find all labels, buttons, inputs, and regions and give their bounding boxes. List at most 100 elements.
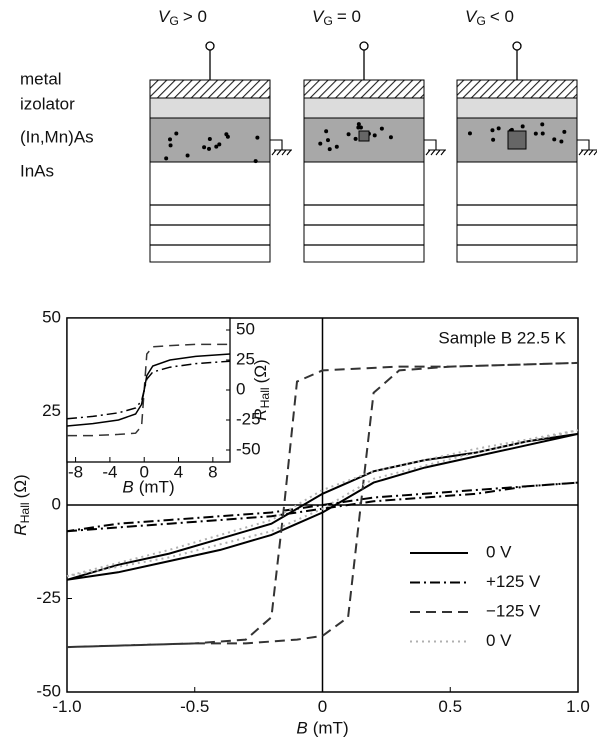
dopant <box>358 125 363 130</box>
x-axis-label-part: B <box>122 478 133 497</box>
gate-label: VG = 0 <box>312 7 361 28</box>
x-tick-label: 0 <box>139 462 148 481</box>
gate-label-part: = 0 <box>337 7 361 26</box>
y-tick-label: -25 <box>36 588 61 607</box>
dopant <box>490 128 495 133</box>
series-line <box>66 481 579 533</box>
insulator-layer <box>149 97 271 119</box>
metal-layer <box>149 79 271 99</box>
y-axis-label-part: R <box>11 523 30 535</box>
dopant <box>202 145 207 150</box>
y-tick-label: -25 <box>236 409 261 428</box>
x-axis-label-part: (mT) <box>139 478 175 497</box>
gate-contact <box>359 41 369 51</box>
inas-layer <box>303 161 425 263</box>
dopant <box>540 131 545 136</box>
x-tick-label: -8 <box>68 462 83 481</box>
dopant <box>168 143 173 148</box>
y-axis-label-part: Hall <box>258 387 272 408</box>
inset-frame <box>66 317 231 463</box>
series-line <box>66 353 231 427</box>
x-axis-label: B (mT) <box>296 719 348 738</box>
dopant <box>388 135 393 140</box>
inas-layer <box>149 161 271 263</box>
y-axis-label-part: (Ω) <box>11 474 30 498</box>
ground <box>270 139 292 156</box>
dopant <box>346 132 351 137</box>
x-tick-label: -1.0 <box>52 697 81 716</box>
dopant <box>255 135 260 140</box>
x-tick-label: 4 <box>174 462 183 481</box>
y-tick-label: 25 <box>42 401 61 420</box>
layer-label: (In,Mn)As <box>20 127 94 146</box>
layer-label: InAs <box>20 161 54 180</box>
gate-label-part: G <box>169 14 179 28</box>
dopant <box>467 131 472 136</box>
y-tick-label: 0 <box>52 494 61 513</box>
channel <box>358 130 370 142</box>
dopant <box>185 153 190 158</box>
dopant <box>334 144 339 149</box>
gate-label-part: G <box>476 14 486 28</box>
dopant <box>562 129 567 134</box>
dopant <box>164 156 169 161</box>
y-tick-label: 50 <box>42 307 61 326</box>
layer-label: izolator <box>20 94 75 113</box>
x-axis-label-part: B <box>296 719 307 738</box>
dopant <box>217 142 222 147</box>
annotation: Sample B 22.5 K <box>438 328 566 347</box>
dopant <box>253 159 258 164</box>
gate-label-part: V <box>158 7 171 26</box>
dopant <box>496 126 501 131</box>
x-axis-label: B (mT) <box>122 478 174 497</box>
channel <box>507 130 527 150</box>
x-tick-label: 8 <box>208 462 217 481</box>
dopant <box>372 133 377 138</box>
gate-label-part: G <box>323 14 333 28</box>
dopant <box>491 137 496 142</box>
layer-label: metal <box>20 69 62 88</box>
ground <box>577 139 597 156</box>
dopant <box>324 129 329 134</box>
dopant <box>356 122 361 127</box>
gate-contact <box>205 41 215 51</box>
dopant <box>552 137 557 142</box>
insulator-layer <box>456 97 578 119</box>
dopant <box>540 122 545 127</box>
dopant <box>214 144 219 149</box>
dopant <box>325 138 330 143</box>
gate-label-part: V <box>465 7 478 26</box>
dopant <box>533 131 538 136</box>
series-line <box>66 360 231 420</box>
dopant <box>379 126 384 131</box>
x-tick-label: 0.5 <box>438 697 462 716</box>
gate-contact <box>512 41 522 51</box>
legend-label: 0 V <box>486 542 512 561</box>
y-axis-label: RHall (Ω) <box>11 474 32 535</box>
y-tick-label: -50 <box>36 681 61 700</box>
dopant <box>520 124 525 129</box>
dopant <box>559 139 564 144</box>
y-tick-label: -50 <box>236 439 261 458</box>
y-tick-label: 0 <box>236 379 245 398</box>
insulator-layer <box>303 97 425 119</box>
ground <box>424 139 446 156</box>
y-axis-label-part: R <box>251 408 270 420</box>
gate-label-part: V <box>312 7 325 26</box>
dopant <box>318 141 323 146</box>
dopant <box>327 147 332 152</box>
dopant <box>168 137 173 142</box>
series-line <box>66 432 579 581</box>
y-tick-label: 50 <box>236 319 255 338</box>
legend-label: 0 V <box>486 631 512 650</box>
dopant <box>207 146 212 151</box>
y-axis-label-part: (Ω) <box>251 359 270 383</box>
legend-label: −125 V <box>486 601 541 620</box>
y-axis-label: RHall (Ω) <box>251 359 272 420</box>
metal-layer <box>456 79 578 99</box>
gate-label-part: < 0 <box>490 7 514 26</box>
dopant <box>225 134 230 139</box>
y-tick-label: 25 <box>236 349 255 368</box>
series-line <box>66 361 579 649</box>
